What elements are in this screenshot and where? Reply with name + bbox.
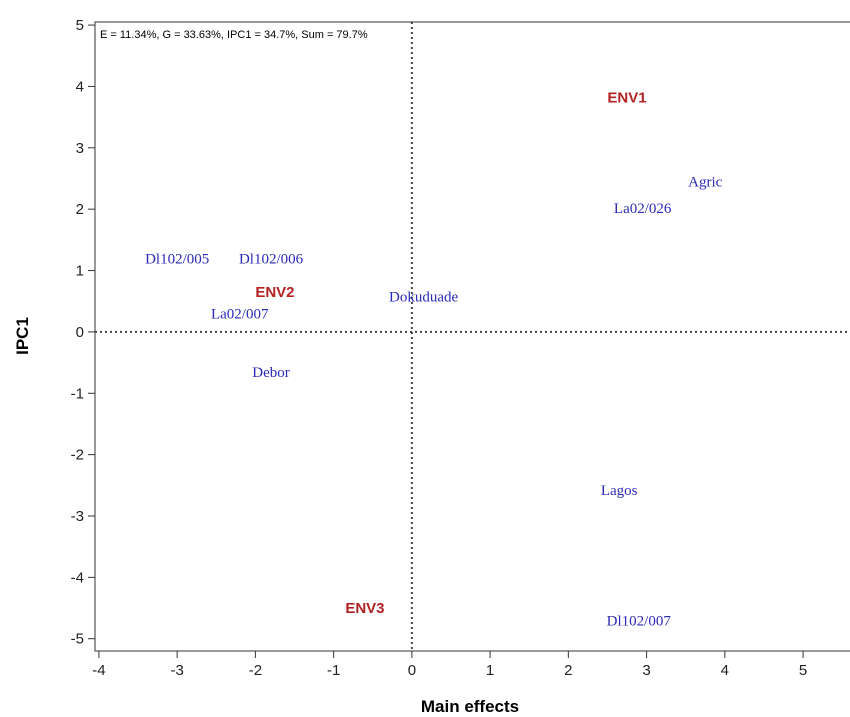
genotype-label: Debor [252,365,290,381]
x-axis-title: Main effects [421,697,519,716]
genotype-label: La02/007 [211,306,269,322]
genotype-label: La02/026 [614,201,672,217]
y-tick-label: 1 [76,263,84,280]
environment-label: ENV2 [255,284,294,301]
x-tick-label: -1 [327,662,340,679]
genotype-label: Agric [688,175,722,191]
y-tick-label: -1 [71,385,84,402]
plot-frame [94,21,850,652]
y-tick-label: 5 [76,17,84,34]
y-tick-label: -2 [71,447,84,464]
genotype-label: Dokuduade [389,289,458,305]
x-tick-label: -2 [249,662,262,679]
y-tick-label: 0 [76,324,84,341]
x-tick-label: 5 [799,662,807,679]
x-tick-label: -4 [92,662,105,679]
y-tick-label: 3 [76,140,84,157]
x-tick-label: 3 [642,662,650,679]
genotype-label: Dl102/005 [145,251,209,267]
x-tick-label: 2 [564,662,572,679]
y-tick-label: 4 [76,78,84,95]
y-tick-label: -3 [71,508,84,525]
environment-label: ENV1 [607,89,646,106]
y-tick-label: 2 [76,201,84,218]
genotype-label: Dl102/006 [239,251,304,267]
genotype-label: Dl102/007 [607,613,672,629]
stats-annotation: E = 11.34%, G = 33.63%, IPC1 = 34.7%, Su… [100,29,368,41]
environment-label: ENV3 [345,600,384,617]
y-tick-label: -5 [71,631,84,648]
y-axis-title: IPC1 [13,317,32,355]
x-tick-label: 0 [408,662,416,679]
x-tick-label: 1 [486,662,494,679]
x-tick-label: -3 [170,662,183,679]
x-tick-label: 4 [721,662,729,679]
y-tick-label: -4 [71,569,84,586]
genotype-label: Lagos [601,483,638,499]
